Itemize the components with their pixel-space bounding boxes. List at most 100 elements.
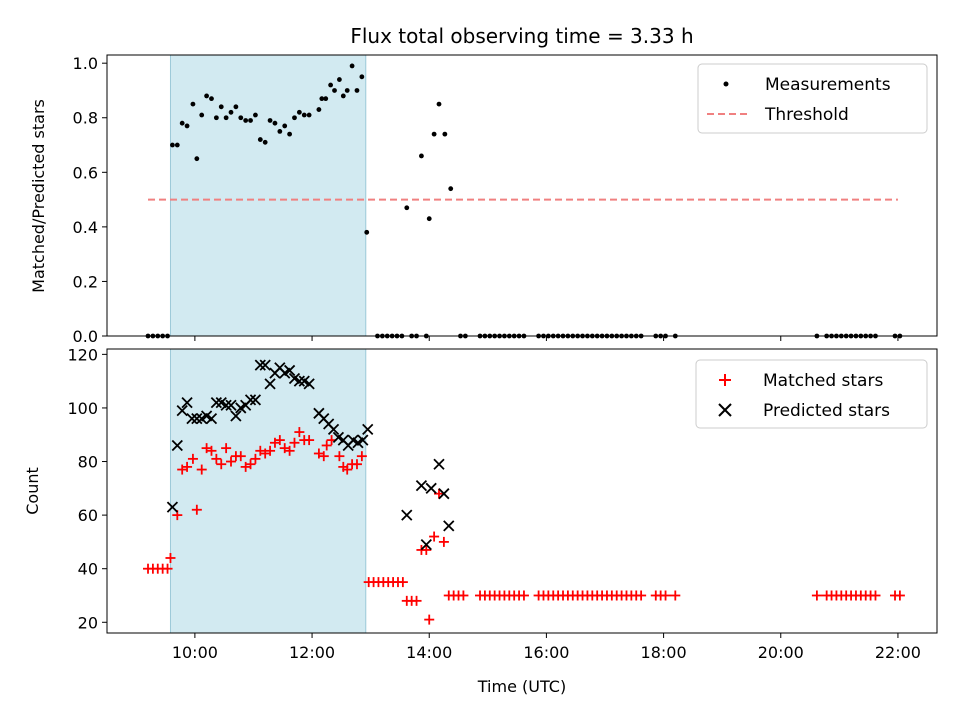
matched-star-point: [438, 536, 449, 547]
predicted-star-stroke-b: [244, 394, 257, 406]
predicted-star-stroke-b: [362, 423, 374, 436]
predicted-star-point: [443, 520, 455, 532]
top-highlight-span: [169, 54, 367, 337]
measurement-point: [359, 74, 365, 80]
measurement-point: [354, 88, 360, 93]
measurement-point: [199, 112, 205, 118]
measurement-point: [238, 115, 244, 121]
predicted-star-stroke-b: [220, 399, 232, 411]
top-y-axis: 0.0 0.2 0.4 0.6 0.8 1.0: [73, 54, 107, 346]
bottom-y-axis: 20 40 60 80 100 120: [67, 345, 107, 632]
bottom-highlight-span: [169, 348, 367, 634]
measurement-point: [296, 109, 302, 115]
measurement-point: [272, 120, 278, 126]
matched-star-point: [265, 445, 276, 456]
predicted-star-stroke-b: [293, 375, 306, 387]
measurement-point: [328, 82, 334, 88]
matched-star-point: [250, 453, 261, 464]
y-tick-label: 60: [78, 506, 98, 525]
x-tick-label: 12:00: [289, 643, 335, 662]
measurement-point: [364, 229, 370, 235]
matched-star-point: [342, 464, 353, 475]
y-tick-label: 0.0: [73, 327, 98, 346]
bottom-axes-frame: [106, 348, 938, 634]
predicted-star-point: [230, 410, 242, 422]
bottom-y-axis-label: Count: [23, 467, 42, 515]
measurement-point: [301, 112, 307, 118]
predicted-star-point: [254, 359, 266, 371]
matched-star-point: [187, 453, 198, 464]
predicted-star-point: [433, 458, 445, 470]
predicted-star-stroke-b: [249, 394, 262, 406]
y-tick-label: 40: [78, 560, 98, 579]
matched-star-point: [289, 437, 300, 448]
top-legend: Measurements Threshold: [697, 63, 928, 134]
x-axis-label: Time (UTC): [477, 677, 566, 696]
measurement-point: [190, 101, 196, 107]
matched-star-point: [636, 590, 647, 601]
y-tick-label: 120: [67, 345, 98, 364]
measurement-point: [442, 131, 448, 137]
predicted-star-stroke-b: [357, 434, 369, 446]
y-tick-label: 20: [78, 613, 98, 632]
matched-stars-legend-label: Matched stars: [763, 371, 883, 391]
top-panel: 0.0 0.2 0.4 0.6 0.8 1.0 Matched/Predicted sta…: [29, 54, 938, 346]
predicted-star-stroke-b: [254, 359, 266, 371]
matched-star-point: [182, 461, 193, 472]
predicted-star-stroke-b: [401, 509, 413, 521]
matched-star-point: [424, 614, 435, 625]
predicted-stars-legend-marker: [718, 403, 732, 417]
predicted-star-point: [401, 509, 413, 521]
x-tick-label: 14:00: [406, 643, 452, 662]
top-x-ticks: [194, 336, 899, 341]
y-tick-label: 0.8: [73, 109, 98, 128]
matched-star-point: [245, 459, 256, 470]
measurement-point: [170, 142, 175, 148]
predicted-star-stroke-b: [313, 407, 325, 419]
predicted-star-point: [357, 434, 369, 446]
matched-star-point: [458, 590, 469, 601]
matched-star-point: [660, 590, 671, 601]
measurement-point: [332, 88, 337, 93]
matched-star-point: [216, 459, 227, 470]
predicted-star-stroke-b: [332, 431, 345, 444]
bottom-x-axis: 10:00 12:00 14:00 16:00 18:00 20:00 22:00: [172, 633, 921, 662]
measurement-point: [448, 186, 454, 192]
measurement-point: [404, 205, 410, 211]
matched-star-point: [318, 451, 329, 462]
matched-star-point: [894, 590, 905, 601]
bottom-panel: 20 40 60 80 100 120 10:00 12:00 14:00 16:00 18:00…: [23, 345, 938, 696]
measurement-point: [436, 101, 442, 107]
predicted-star-point: [362, 423, 374, 436]
predicted-star-stroke-b: [443, 520, 455, 532]
x-tick-label: 16:00: [523, 643, 569, 662]
predicted-star-stroke-b: [337, 434, 349, 446]
predicted-star-point: [425, 482, 437, 494]
measurement-point: [431, 131, 437, 137]
measurements-legend-marker: [723, 81, 729, 87]
predicted-star-stroke-b: [318, 413, 330, 425]
predicted-star-stroke-b: [425, 482, 437, 494]
chart-title: Flux total observing time = 3.33 h: [350, 24, 693, 48]
matched-star-point: [162, 563, 173, 574]
measurement-point: [194, 156, 200, 162]
matched-star-point: [811, 590, 822, 601]
predicted-star-point: [186, 413, 198, 425]
predicted-stars-series: [166, 359, 455, 551]
matched-star-point: [518, 590, 529, 601]
measurement-point: [174, 142, 180, 148]
x-tick-label: 18:00: [641, 643, 687, 662]
predicted-star-stroke-b: [415, 480, 428, 492]
measurement-point: [340, 93, 346, 99]
predicted-star-stroke-b: [181, 396, 193, 409]
measurement-point: [243, 118, 249, 123]
measurement-point: [262, 139, 268, 145]
matched-star-point: [870, 590, 881, 601]
matched-star-point: [206, 445, 217, 456]
top-axes-frame: [106, 54, 938, 337]
predicted-star-point: [181, 396, 193, 409]
measurement-point: [204, 93, 210, 99]
predicted-stars-legend-label: Predicted stars: [763, 401, 890, 421]
measurement-point: [306, 112, 312, 118]
predicted-star-point: [210, 396, 223, 409]
